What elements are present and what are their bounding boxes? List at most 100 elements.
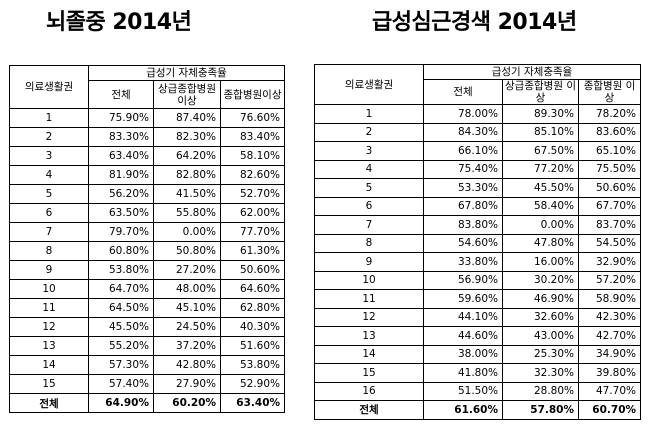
total-rate-general-hospital: 63.40% (219, 393, 286, 413)
rate-upper-hospital: 77.20% (502, 159, 579, 179)
region-number: 7 (314, 215, 424, 235)
rate-all: 56.90% (423, 270, 503, 290)
rate-general-hospital: 83.60% (577, 122, 642, 142)
upper-hospital-header: 상급종합병원 이상 (153, 80, 221, 109)
ami-table-title: 급성심근경색 2014년 (372, 10, 577, 35)
region-number: 4 (9, 165, 89, 185)
rate-upper-hospital: 16.00% (502, 252, 579, 272)
total-row: 전체 64.90% 60.20% 63.40% (9, 393, 286, 413)
rate-all: 63.40% (88, 146, 154, 166)
rate-general-hospital: 83.40% (219, 127, 286, 147)
total-label: 전체 (9, 393, 89, 413)
general-hospital-header: 종합병원 이상 (577, 79, 642, 105)
rate-general-hospital: 78.20% (577, 104, 642, 124)
rate-general-hospital: 58.90% (577, 289, 642, 309)
region-number: 1 (9, 108, 89, 128)
region-number: 9 (9, 260, 89, 280)
rate-all: 79.70% (88, 222, 154, 242)
table-row: 6 67.80% 58.40% 67.70% (314, 196, 642, 216)
rate-all: 67.80% (423, 196, 503, 216)
table-row: 4 81.90% 82.80% 82.60% (9, 165, 286, 185)
rate-all: 66.10% (423, 141, 503, 161)
rate-general-hospital: 32.90% (577, 252, 642, 272)
rate-all: 63.50% (88, 203, 154, 223)
region-number: 11 (9, 298, 89, 318)
rate-general-hospital: 34.90% (577, 344, 642, 364)
table-row: 14 57.30% 42.80% 53.80% (9, 355, 286, 375)
rate-upper-hospital: 45.10% (153, 298, 221, 318)
region-number: 6 (9, 203, 89, 223)
rate-upper-hospital: 30.20% (502, 270, 579, 290)
all-header: 전체 (88, 80, 154, 109)
table-row: 10 56.90% 30.20% 57.20% (314, 270, 642, 290)
region-number: 15 (9, 374, 89, 394)
table-row: 5 53.30% 45.50% 50.60% (314, 178, 642, 198)
rate-all: 59.60% (423, 289, 503, 309)
region-number: 5 (9, 184, 89, 204)
region-number: 7 (9, 222, 89, 242)
region-number: 14 (314, 344, 424, 364)
rate-upper-hospital: 87.40% (153, 108, 221, 128)
rate-upper-hospital: 32.30% (502, 363, 579, 383)
rate-general-hospital: 61.30% (219, 241, 286, 261)
region-number: 3 (9, 146, 89, 166)
region-number: 12 (9, 317, 89, 337)
rate-all: 57.30% (88, 355, 154, 375)
rate-upper-hospital: 0.00% (502, 215, 579, 235)
region-header: 의료생활권 (314, 64, 424, 105)
table-row: 13 44.60% 43.00% 42.70% (314, 326, 642, 346)
ami-table-body: 의료생활권 급성기 자체충족율 전체 상급종합병원 이상 종합병원 이상 1 78… (314, 64, 642, 420)
rate-upper-hospital: 42.80% (153, 355, 221, 375)
region-number: 2 (314, 122, 424, 142)
rate-upper-hospital: 89.30% (502, 104, 579, 124)
rate-general-hospital: 52.90% (219, 374, 286, 394)
self-sufficiency-group-header: 급성기 자체충족율 (422, 64, 642, 80)
rate-upper-hospital: 55.80% (153, 203, 221, 223)
ami-table: 의료생활권 급성기 자체충족율 전체 상급종합병원 이상 종합병원 이상 1 78… (314, 64, 642, 420)
total-rate-general-hospital: 60.70% (577, 400, 642, 420)
rate-all: 41.80% (423, 363, 503, 383)
rate-upper-hospital: 24.50% (153, 317, 221, 337)
rate-general-hospital: 67.70% (577, 196, 642, 216)
region-number: 6 (314, 196, 424, 216)
rate-all: 60.80% (88, 241, 154, 261)
region-number: 8 (9, 241, 89, 261)
rate-all: 64.70% (88, 279, 154, 299)
region-number: 10 (9, 279, 89, 299)
table-row: 15 57.40% 27.90% 52.90% (9, 374, 286, 394)
rate-general-hospital: 54.50% (577, 233, 642, 253)
general-hospital-header: 종합병원이상 (219, 80, 286, 109)
total-rate-all: 64.90% (88, 393, 154, 413)
rate-general-hospital: 39.80% (577, 363, 642, 383)
rate-general-hospital: 42.30% (577, 307, 642, 327)
rate-all: 84.30% (423, 122, 503, 142)
table-row: 11 59.60% 46.90% 58.90% (314, 289, 642, 309)
table-row: 9 53.80% 27.20% 50.60% (9, 260, 286, 280)
rate-all: 83.80% (423, 215, 503, 235)
table-row: 3 63.40% 64.20% 58.10% (9, 146, 286, 166)
rate-upper-hospital: 67.50% (502, 141, 579, 161)
table-row: 16 51.50% 28.80% 47.70% (314, 381, 642, 401)
rate-upper-hospital: 28.80% (502, 381, 579, 401)
region-number: 13 (314, 326, 424, 346)
table-row: 1 78.00% 89.30% 78.20% (314, 104, 642, 124)
rate-general-hospital: 57.20% (577, 270, 642, 290)
region-number: 12 (314, 307, 424, 327)
rate-upper-hospital: 32.60% (502, 307, 579, 327)
rate-upper-hospital: 25.30% (502, 344, 579, 364)
rate-general-hospital: 82.60% (219, 165, 286, 185)
region-number: 11 (314, 289, 424, 309)
region-number: 13 (9, 336, 89, 356)
rate-all: 57.40% (88, 374, 154, 394)
rate-all: 83.30% (88, 127, 154, 147)
rate-all: 64.50% (88, 298, 154, 318)
stroke-table-body: 의료생활권 급성기 자체충족율 전체 상급종합병원 이상 종합병원이상 1 75.… (9, 65, 286, 413)
rate-general-hospital: 51.60% (219, 336, 286, 356)
region-number: 1 (314, 104, 424, 124)
rate-upper-hospital: 47.80% (502, 233, 579, 253)
table-row: 15 41.80% 32.30% 39.80% (314, 363, 642, 383)
table-row: 2 83.30% 82.30% 83.40% (9, 127, 286, 147)
table-row: 2 84.30% 85.10% 83.60% (314, 122, 642, 142)
rate-all: 53.80% (88, 260, 154, 280)
total-rate-upper-hospital: 60.20% (153, 393, 221, 413)
